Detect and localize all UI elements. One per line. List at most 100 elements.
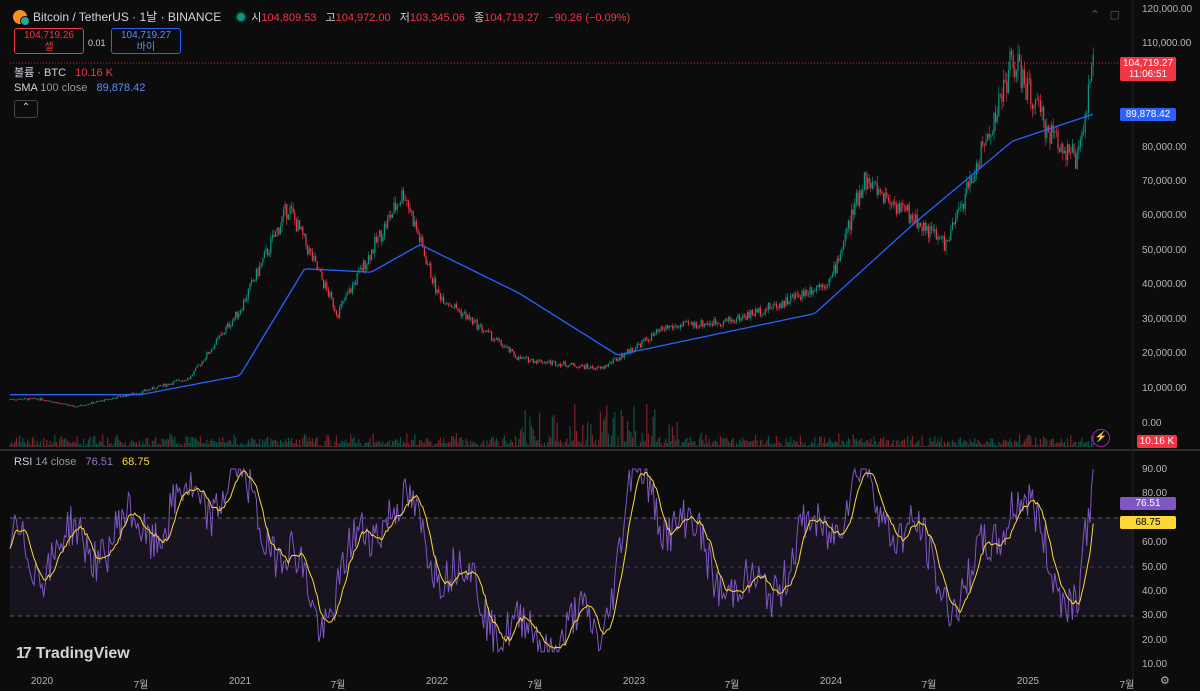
volume-bar	[302, 437, 304, 447]
candle-body	[996, 115, 998, 123]
volume-bar	[790, 437, 792, 447]
candle-body	[273, 234, 275, 238]
candle-body	[556, 365, 558, 367]
volume-bar	[62, 439, 64, 447]
candle-body	[993, 112, 995, 134]
volume-bar	[668, 424, 670, 447]
collapse-legend-button[interactable]: ⌃	[14, 100, 38, 118]
candle-body	[9, 399, 11, 400]
volume-bar	[1060, 438, 1062, 447]
volume-bar	[916, 441, 918, 447]
volume-bar	[414, 434, 416, 447]
volume-bar	[742, 437, 744, 447]
candle-body	[979, 165, 981, 169]
volume-bar	[36, 440, 38, 447]
candle-body	[1036, 99, 1038, 101]
candle-body	[41, 398, 43, 400]
volume-bar	[852, 434, 854, 447]
volume-bar	[1012, 446, 1014, 447]
sell-button[interactable]: 104,719.26 셀	[14, 28, 84, 54]
candle-body	[729, 317, 731, 322]
volume-bar	[604, 416, 606, 447]
volume-bar	[724, 438, 726, 447]
candle-body	[294, 212, 296, 220]
candle-body	[49, 400, 51, 402]
candle-body	[879, 189, 881, 192]
symbol-title[interactable]: Bitcoin / TetherUS · 1날 · BINANCE	[33, 10, 222, 24]
volume-bar	[915, 443, 917, 447]
candle-body	[878, 189, 880, 195]
volume-bar	[715, 440, 717, 447]
candle-body	[187, 378, 189, 381]
tradingview-logo[interactable]: 17 TradingView	[16, 645, 130, 663]
rsi-legend[interactable]: RSI 14 close 76.51 68.75	[14, 456, 150, 468]
candle-body	[823, 287, 825, 289]
volume-bar	[567, 444, 569, 447]
volume-bar	[934, 436, 936, 447]
volume-bar	[286, 442, 288, 447]
candle-body	[495, 337, 497, 340]
candle-body	[350, 288, 352, 293]
candle-body	[937, 236, 939, 240]
pane-maximize-icon[interactable]: ▢	[1109, 9, 1120, 21]
candle-body	[819, 284, 821, 288]
volume-bar	[115, 437, 117, 447]
volume-bar	[603, 420, 605, 447]
volume-bar	[731, 439, 733, 447]
buy-button[interactable]: 104,719.27 바이	[111, 28, 181, 54]
candle-body	[620, 354, 622, 360]
pane-collapse-icon[interactable]: ⌃	[1090, 9, 1100, 21]
volume-bar	[593, 443, 595, 447]
candle-body	[134, 393, 136, 395]
candle-body	[71, 405, 73, 407]
candle-body	[935, 229, 937, 240]
volume-bar	[331, 446, 333, 447]
candle-body	[235, 311, 237, 319]
candle-body	[1073, 144, 1075, 154]
candle-body	[375, 237, 377, 243]
candle-body	[102, 400, 104, 402]
volume-bar	[435, 443, 437, 447]
volume-bar	[849, 439, 851, 447]
candle-body	[1023, 69, 1025, 84]
candle-body	[159, 385, 161, 386]
candle-body	[179, 379, 181, 382]
candle-body	[243, 300, 245, 311]
candle-body	[142, 390, 144, 394]
candle-body	[711, 323, 713, 326]
symbol-header[interactable]: Bitcoin / TetherUS · 1날 · BINANCE 시104,8…	[13, 8, 636, 26]
volume-bar	[167, 439, 169, 447]
volume-bar	[278, 444, 280, 447]
rsi-axis-label: 80.00	[1142, 488, 1168, 499]
sma-legend[interactable]: SMA 100 close 89,878.42	[14, 82, 145, 94]
candle-body	[204, 358, 206, 362]
volume-bar	[534, 436, 536, 447]
volume-bar	[1046, 439, 1048, 447]
candle-body	[196, 365, 198, 368]
chart-settings-icon[interactable]: ⚙	[1160, 675, 1170, 687]
volume-bar	[273, 439, 275, 447]
candle-body	[955, 218, 957, 225]
volume-bar	[579, 441, 581, 447]
candle-body	[371, 249, 373, 261]
volume-bar	[971, 442, 973, 447]
candle-body	[326, 282, 328, 290]
candle-body	[55, 402, 57, 404]
volume-bar	[1076, 446, 1078, 447]
lightning-icon[interactable]: ⚡	[1092, 429, 1110, 447]
volume-bar	[244, 445, 246, 447]
candle-body	[787, 297, 789, 304]
candle-body	[1044, 120, 1046, 138]
volume-bar	[135, 442, 137, 447]
volume-bar	[727, 441, 729, 447]
candle-body	[388, 214, 390, 218]
volume-bar	[180, 443, 182, 447]
volume-legend[interactable]: 볼륨 · BTC 10.16 K	[14, 64, 113, 80]
candle-body	[150, 389, 152, 391]
candle-body	[619, 358, 621, 360]
candle-body	[265, 248, 267, 253]
candle-body	[478, 324, 480, 330]
volume-bar	[395, 439, 397, 447]
volume-bar	[203, 443, 205, 447]
